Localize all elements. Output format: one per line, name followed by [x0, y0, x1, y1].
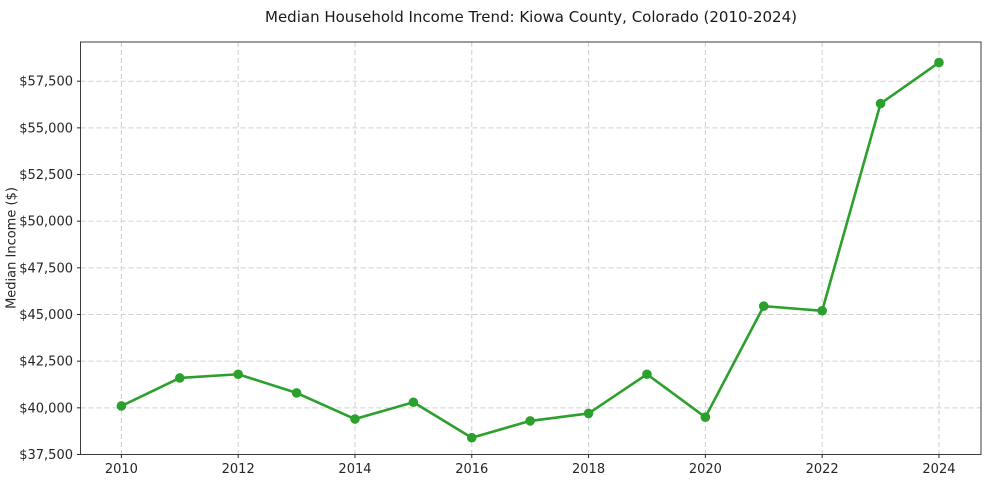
x-tick-label: 2016	[455, 462, 488, 477]
x-tick-label: 2012	[222, 462, 255, 477]
data-point-2019	[642, 369, 652, 380]
data-point-2010	[116, 401, 127, 411]
y-tick-label: $40,000	[19, 401, 73, 416]
data-point-2021	[758, 301, 769, 311]
y-tick-label: $45,000	[19, 308, 73, 323]
x-tick-label: 2010	[105, 462, 138, 477]
y-tick-label: $57,500	[19, 75, 73, 90]
data-point-2014	[350, 414, 360, 424]
data-point-2015	[408, 397, 419, 408]
data-point-2017	[525, 416, 535, 426]
plot-border	[80, 41, 982, 455]
x-tick-label: 2018	[572, 462, 605, 477]
data-point-2022	[817, 305, 827, 316]
x-tick-label: 2024	[922, 462, 955, 477]
data-point-2012	[233, 369, 243, 380]
y-tick-label: $55,000	[19, 121, 73, 136]
x-tick-label: 2014	[338, 462, 371, 477]
y-tick-label: $52,500	[19, 168, 73, 183]
data-point-2016	[466, 432, 477, 443]
data-point-2013	[291, 388, 302, 398]
data-point-2024	[934, 57, 944, 68]
data-point-2018	[583, 408, 594, 419]
y-tick-label: $37,500	[19, 448, 73, 463]
y-tick-label: $50,000	[19, 215, 73, 230]
chart-title: Median Household Income Trend: Kiowa Cou…	[265, 8, 797, 26]
x-tick-label: 2022	[806, 462, 839, 477]
data-point-2011	[174, 373, 185, 383]
trend-line	[120, 61, 941, 440]
data-point-2023	[875, 98, 886, 109]
y-tick-label: $42,500	[19, 355, 73, 370]
y-tick-label: $47,500	[19, 261, 73, 276]
data-point-2020	[700, 412, 711, 422]
x-tick-label: 2020	[689, 462, 722, 477]
